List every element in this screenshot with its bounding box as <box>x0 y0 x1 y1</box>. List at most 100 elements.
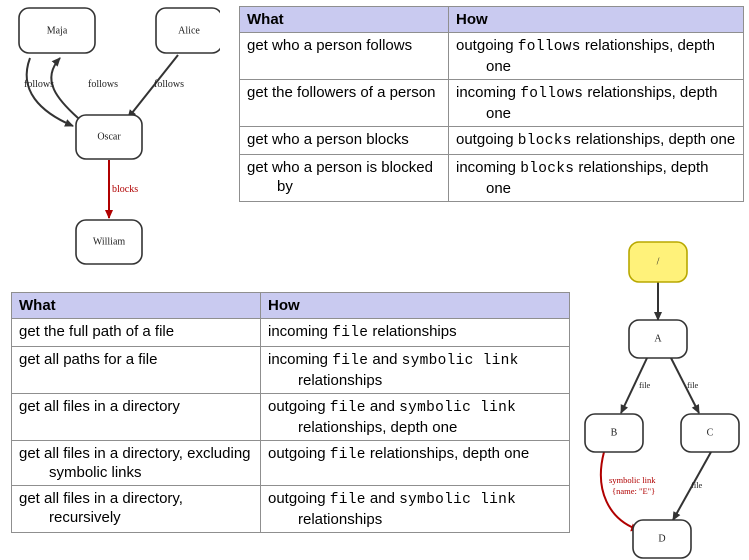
edge-label-follows-3: follows <box>154 79 184 90</box>
edge-a-b <box>620 357 648 414</box>
how-fragment: relationships <box>368 323 457 340</box>
relationship-type-code: follows <box>520 86 584 102</box>
how-fragment: outgoing <box>268 490 330 507</box>
edge-label-blocks: blocks <box>112 184 138 195</box>
edge-alice-oscar <box>127 54 179 119</box>
svg-text:C: C <box>707 427 714 438</box>
cell-what: get all files in a directory, recursivel… <box>11 485 261 533</box>
header-how: How <box>448 6 744 33</box>
what-text: get who a person is blocked by <box>247 159 433 195</box>
how-fragment: outgoing <box>456 37 518 54</box>
file-queries-table: What How get the full path of a file inco… <box>11 292 570 533</box>
node-alice: Alice <box>155 7 220 54</box>
table-row: get all files in a directory, excluding … <box>11 440 570 486</box>
relationship-type-code: blocks <box>520 161 575 177</box>
how-fragment: incoming <box>268 323 333 340</box>
how-fragment: relationships, depth one <box>365 445 530 462</box>
what-text: get all files in a directory, recursivel… <box>19 490 183 526</box>
edge-label-symlink-name: {name: "E"} <box>612 486 655 496</box>
cell-what: get the followers of a person <box>239 79 449 127</box>
how-fragment: and <box>365 490 400 507</box>
table-row: get who a person blocks outgoing blocks r… <box>239 126 744 155</box>
svg-text:William: William <box>93 236 126 247</box>
edge-label-file-cd: file <box>691 480 703 490</box>
node-maja: Maja <box>18 7 96 54</box>
node-a: A <box>628 319 688 359</box>
svg-text:A: A <box>654 333 662 344</box>
cell-what: get who a person is blocked by <box>239 154 449 202</box>
how-text: outgoing blocks relationships, depth one <box>456 130 737 151</box>
table-row: get the followers of a person incoming fo… <box>239 79 744 127</box>
edge-oscar-maja <box>50 57 79 119</box>
how-text: incoming file and symbolic link relation… <box>268 350 563 390</box>
node-d: D <box>632 519 692 559</box>
how-fragment: relationships, depth one <box>486 159 709 197</box>
how-text: outgoing file and symbolic link relation… <box>268 397 563 437</box>
how-text: incoming file relationships <box>268 322 563 343</box>
cell-what: get all files in a directory, excluding … <box>11 440 261 486</box>
svg-text:Oscar: Oscar <box>97 131 121 142</box>
edge-a-c <box>670 357 700 414</box>
node-oscar: Oscar <box>75 114 143 160</box>
what-text: get the full path of a file <box>19 323 175 340</box>
how-fragment: relationships, depth one <box>298 419 458 436</box>
what-text: get all paths for a file <box>19 351 158 368</box>
what-text: get who a person blocks <box>247 131 409 148</box>
what-text: get all files in a directory <box>19 398 180 415</box>
how-text: outgoing file relationships, depth one <box>268 444 563 465</box>
how-fragment: outgoing <box>268 398 330 415</box>
cell-how: outgoing file relationships, depth one <box>260 440 570 486</box>
how-fragment: and <box>365 398 400 415</box>
cell-what: get who a person blocks <box>239 126 449 155</box>
cell-what: get the full path of a file <box>11 318 261 347</box>
how-fragment: relationships, depth one <box>486 84 718 122</box>
svg-text:B: B <box>611 427 618 438</box>
node-root: / <box>628 241 688 283</box>
header-what: What <box>11 292 261 319</box>
cell-how: incoming file and symbolic link relation… <box>260 346 570 394</box>
edge-maja-oscar <box>25 57 74 127</box>
header-what: What <box>239 6 449 33</box>
cell-what: get who a person follows <box>239 32 449 80</box>
node-william: William <box>75 219 143 265</box>
edge-c-d <box>672 451 712 521</box>
table-row: get the full path of a file incoming file… <box>11 318 570 347</box>
cell-how: outgoing blocks relationships, depth one <box>448 126 744 155</box>
edge-b-d <box>599 451 640 532</box>
table-row: get who a person is blocked by incoming b… <box>239 154 744 202</box>
cell-how: incoming blocks relationships, depth one <box>448 154 744 202</box>
how-fragment: outgoing <box>268 445 330 462</box>
file-graph-diagram: file file file symbolic link {name: "E"}… <box>584 241 740 559</box>
cell-how: outgoing follows relationships, depth on… <box>448 32 744 80</box>
what-text: get the followers of a person <box>247 84 436 101</box>
table-row: get who a person follows outgoing follows… <box>239 32 744 80</box>
table-header-row: What How <box>239 6 744 33</box>
svg-text:D: D <box>658 533 665 544</box>
relationship-type-code: symbolic link <box>399 400 517 416</box>
social-queries-table: What How get who a person follows outgoin… <box>239 6 744 202</box>
relationship-type-code: file <box>329 400 366 416</box>
edge-label-follows-2: follows <box>88 79 118 90</box>
how-text: outgoing follows relationships, depth on… <box>456 36 737 76</box>
relationship-type-code: file <box>332 353 369 369</box>
svg-text:Maja: Maja <box>47 25 68 36</box>
cell-how: outgoing file and symbolic link relation… <box>260 393 570 441</box>
what-text: get all files in a directory, excluding … <box>19 445 251 481</box>
cell-what: get all files in a directory <box>11 393 261 441</box>
how-text: incoming blocks relationships, depth one <box>456 158 737 198</box>
how-fragment: incoming <box>456 84 521 101</box>
how-fragment: incoming <box>456 159 521 176</box>
svg-text:Alice: Alice <box>178 25 200 36</box>
table-row: get all paths for a file incoming file an… <box>11 346 570 394</box>
header-how: How <box>260 292 570 319</box>
edge-label-file-ab: file <box>639 380 651 390</box>
table-row: get all files in a directory outgoing fil… <box>11 393 570 441</box>
cell-how: incoming file relationships <box>260 318 570 347</box>
relationship-type-code: file <box>332 325 369 341</box>
cell-how: incoming follows relationships, depth on… <box>448 79 744 127</box>
relationship-type-code: file <box>329 492 366 508</box>
relationship-type-code: symbolic link <box>401 353 519 369</box>
how-fragment: relationships <box>298 372 383 389</box>
edge-label-file-ac: file <box>687 380 699 390</box>
how-text: incoming follows relationships, depth on… <box>456 83 737 123</box>
